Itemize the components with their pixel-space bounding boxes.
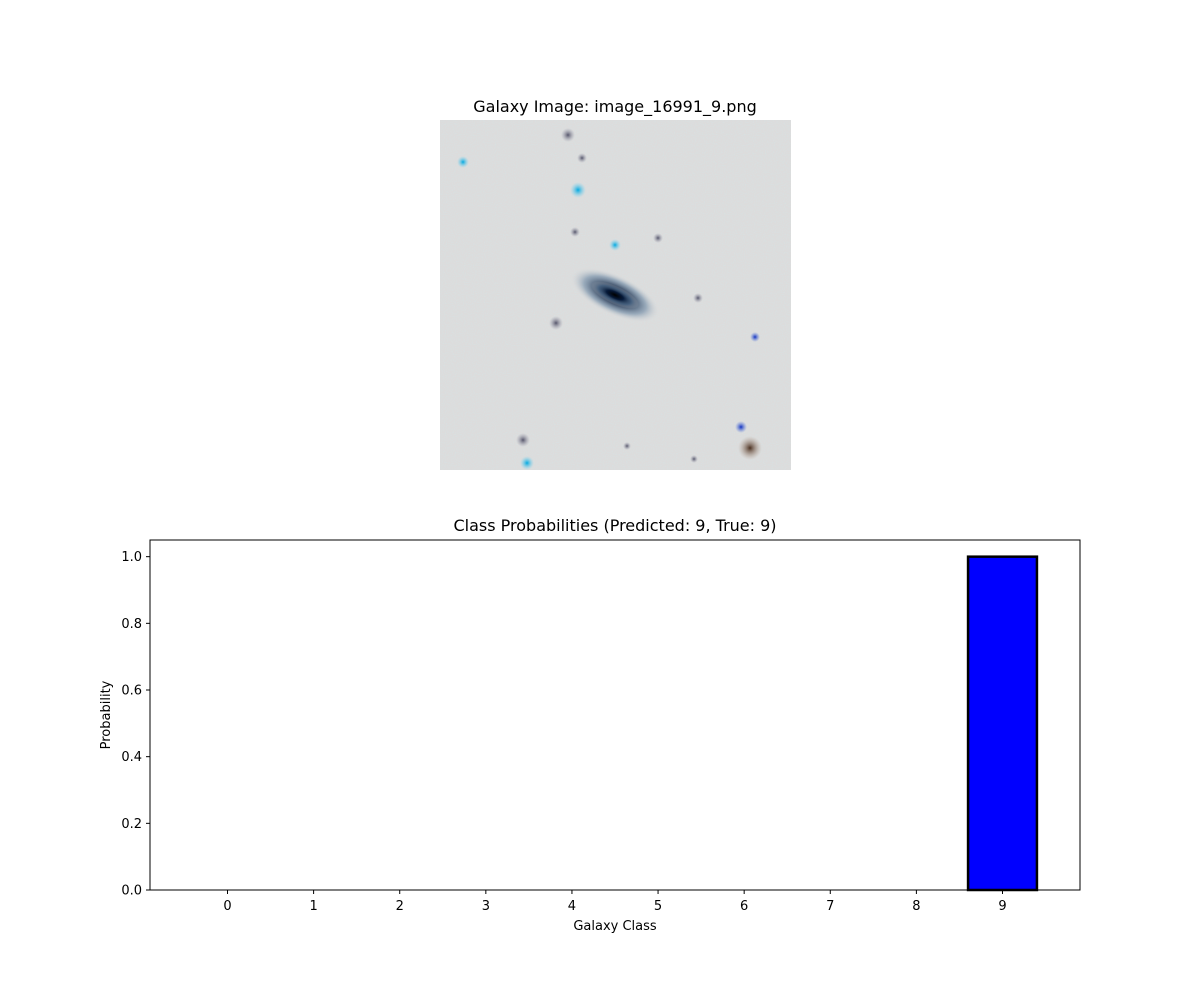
star — [516, 433, 530, 447]
x-tick-label: 6 — [740, 899, 748, 914]
y-axis-label: Probability — [99, 680, 114, 749]
star — [750, 332, 760, 342]
y-tick-label: 0.0 — [121, 884, 142, 899]
chart-title: Class Probabilities (Predicted: 9, True:… — [453, 516, 776, 535]
star — [693, 293, 703, 303]
star — [738, 436, 762, 460]
x-tick-label: 7 — [826, 899, 834, 914]
star — [653, 233, 663, 243]
x-tick-label: 3 — [482, 899, 490, 914]
x-tick-label: 2 — [396, 899, 404, 914]
axes-frame — [149, 539, 1081, 891]
star — [457, 156, 469, 168]
y-tick-label: 0.8 — [121, 617, 142, 632]
x-tick-label: 1 — [309, 899, 317, 914]
star — [690, 455, 698, 463]
y-tick-label: 0.2 — [121, 817, 142, 832]
y-tick-label: 1.0 — [121, 550, 142, 565]
star — [570, 227, 580, 237]
star — [561, 128, 575, 142]
galaxy-core — [591, 281, 639, 309]
y-tick-label: 0.4 — [121, 750, 142, 765]
star — [735, 421, 747, 433]
x-tick-label: 8 — [912, 899, 920, 914]
galaxy-image — [440, 120, 791, 470]
x-tick-label: 9 — [998, 899, 1006, 914]
plot-area: 0 1 2 3 4 5 6 7 8 9 0.0 0.2 0.4 0.6 0.8 1.0 — [121, 550, 1039, 914]
star — [623, 442, 631, 450]
star — [609, 239, 621, 251]
bar-class-9 — [966, 555, 1039, 892]
y-tick-label: 0.6 — [121, 684, 142, 699]
star — [520, 456, 534, 470]
star — [570, 182, 586, 198]
x-tick-label: 5 — [654, 899, 662, 914]
x-axis-label: Galaxy Class — [573, 919, 657, 934]
star — [549, 316, 563, 330]
image-panel-title: Galaxy Image: image_16991_9.png — [473, 97, 757, 117]
star — [577, 153, 587, 163]
x-tick-label: 0 — [223, 899, 231, 914]
x-tick-label: 4 — [568, 899, 576, 914]
